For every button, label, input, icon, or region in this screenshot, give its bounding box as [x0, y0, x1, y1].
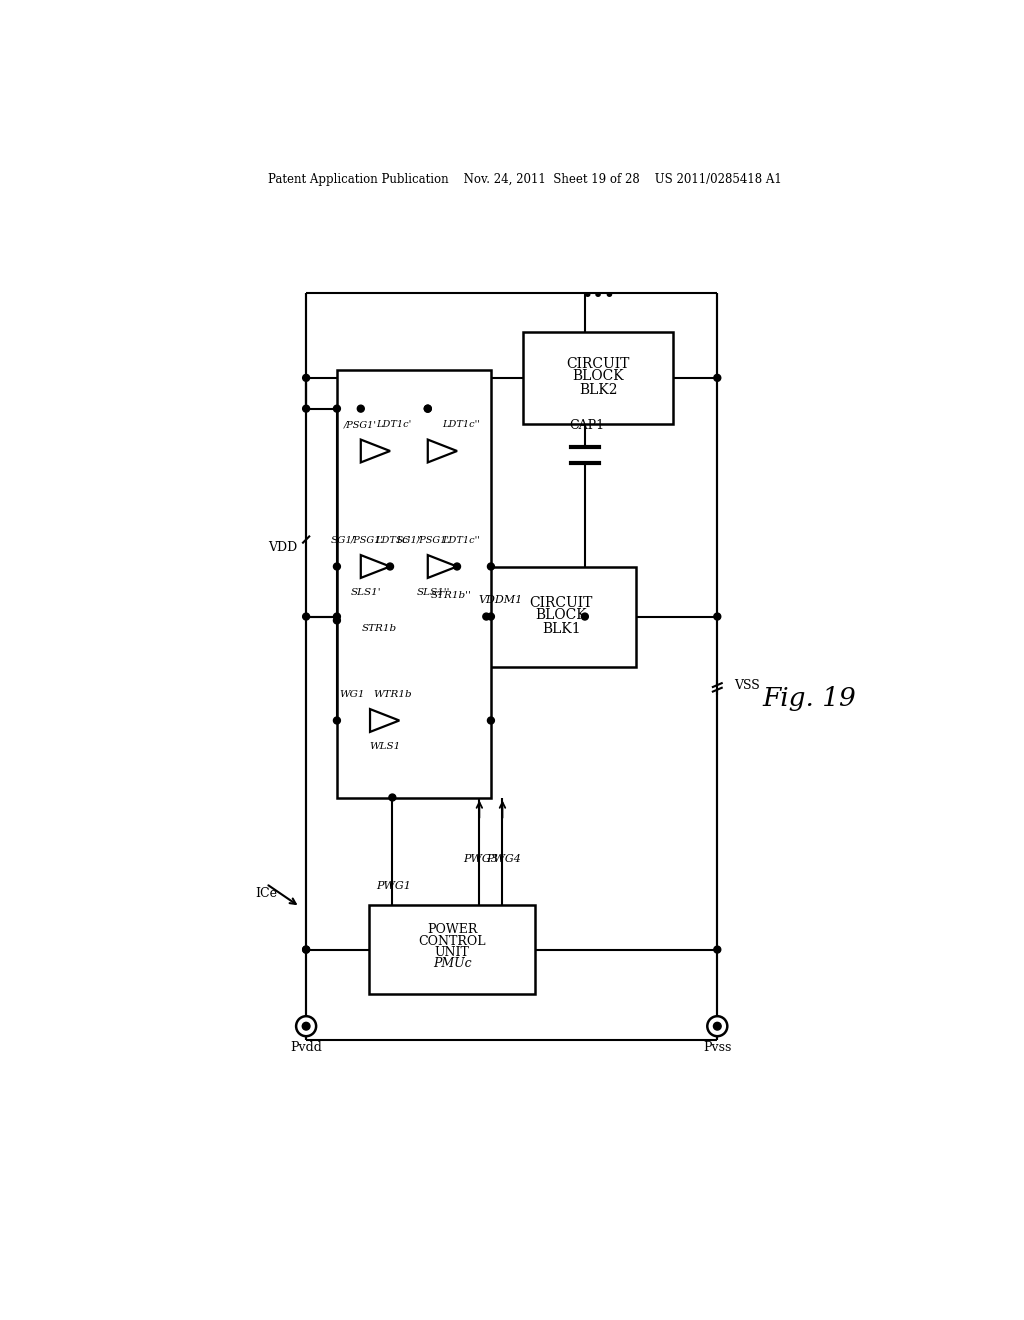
Circle shape: [303, 946, 309, 953]
Circle shape: [714, 1022, 721, 1030]
Text: LDT1c': LDT1c': [375, 536, 410, 545]
Text: WTR1b: WTR1b: [373, 690, 412, 698]
Text: /PSG1': /PSG1': [351, 536, 384, 545]
Circle shape: [424, 405, 431, 412]
Circle shape: [302, 1022, 310, 1030]
Text: SG1'': SG1'': [396, 536, 424, 545]
Text: CAP1: CAP1: [569, 418, 604, 432]
Text: VDD: VDD: [267, 541, 297, 554]
Text: STR1b'': STR1b'': [430, 591, 471, 601]
Circle shape: [357, 405, 365, 412]
Text: SG1': SG1': [331, 536, 355, 545]
Text: BLK2: BLK2: [580, 383, 617, 397]
Circle shape: [424, 405, 431, 412]
Text: PMUc: PMUc: [433, 957, 471, 970]
Circle shape: [714, 375, 721, 381]
Circle shape: [487, 564, 495, 570]
Text: SLS1': SLS1': [351, 589, 382, 597]
Text: Fig. 19: Fig. 19: [762, 686, 856, 711]
Text: Pvdd: Pvdd: [290, 1041, 323, 1055]
Circle shape: [334, 564, 340, 570]
Circle shape: [582, 612, 589, 620]
Polygon shape: [360, 440, 390, 462]
Text: ICe: ICe: [255, 887, 278, 900]
Text: Pvss: Pvss: [703, 1041, 731, 1055]
Text: BLOCK: BLOCK: [536, 609, 587, 622]
Polygon shape: [428, 556, 457, 578]
Text: CIRCUIT: CIRCUIT: [529, 595, 593, 610]
Text: UNIT: UNIT: [434, 946, 469, 960]
Circle shape: [483, 612, 489, 620]
Circle shape: [303, 946, 309, 953]
Text: PWG4: PWG4: [486, 854, 521, 865]
Text: CONTROL: CONTROL: [418, 935, 485, 948]
Text: SLS1'': SLS1'': [417, 589, 450, 597]
Bar: [337, 370, 490, 797]
Polygon shape: [360, 556, 390, 578]
Text: /PSG1'': /PSG1'': [417, 536, 453, 545]
Text: STR1b: STR1b: [361, 623, 397, 632]
Circle shape: [454, 564, 461, 570]
Text: PWG3: PWG3: [464, 854, 499, 865]
Circle shape: [303, 612, 309, 620]
Text: BLOCK: BLOCK: [572, 370, 625, 383]
Circle shape: [334, 612, 340, 620]
Circle shape: [714, 946, 721, 953]
Circle shape: [303, 375, 309, 381]
Circle shape: [334, 616, 340, 624]
Circle shape: [296, 1016, 316, 1036]
Polygon shape: [428, 440, 457, 462]
Bar: [370, 906, 535, 994]
Text: POWER: POWER: [427, 923, 477, 936]
Circle shape: [708, 1016, 727, 1036]
Text: WG1: WG1: [340, 690, 366, 698]
Text: BLK1: BLK1: [542, 622, 581, 636]
Polygon shape: [370, 709, 399, 731]
Text: WLS1: WLS1: [369, 742, 400, 751]
Circle shape: [487, 717, 495, 723]
Text: LDT1c': LDT1c': [376, 420, 412, 429]
Text: CIRCUIT: CIRCUIT: [566, 356, 630, 371]
Text: LDT1c'': LDT1c'': [442, 536, 480, 545]
Text: VDDM1: VDDM1: [479, 594, 523, 605]
Bar: [523, 331, 674, 424]
Circle shape: [387, 564, 393, 570]
Text: Patent Application Publication    Nov. 24, 2011  Sheet 19 of 28    US 2011/02854: Patent Application Publication Nov. 24, …: [268, 173, 781, 186]
Text: PWG1: PWG1: [377, 880, 412, 891]
Bar: [486, 566, 637, 667]
Circle shape: [389, 795, 396, 801]
Circle shape: [334, 405, 340, 412]
Circle shape: [334, 717, 340, 723]
Circle shape: [487, 612, 495, 620]
Text: LDT1c'': LDT1c'': [442, 420, 480, 429]
Circle shape: [303, 405, 309, 412]
Text: •••: •••: [582, 288, 615, 306]
Text: VSS: VSS: [734, 680, 760, 693]
Text: /PSG1': /PSG1': [343, 420, 377, 429]
Circle shape: [714, 612, 721, 620]
